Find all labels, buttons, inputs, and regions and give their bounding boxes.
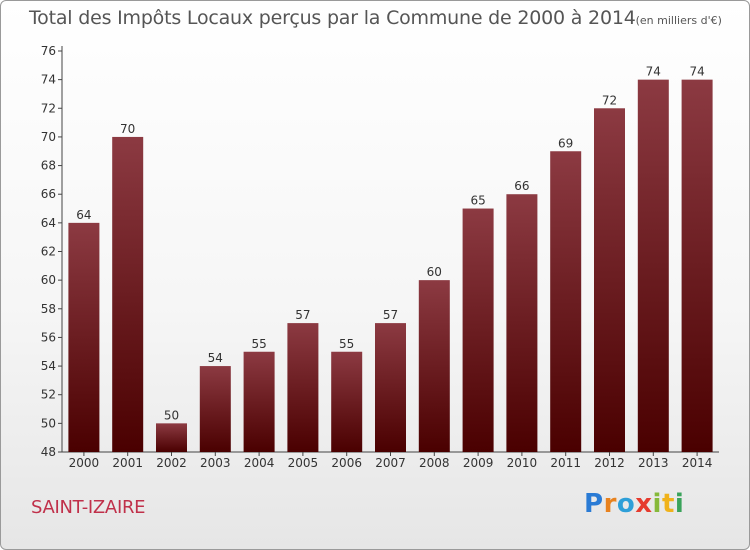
x-tick-label: 2011 [550, 456, 581, 470]
y-tick-label: 58 [41, 302, 56, 316]
y-tick-label: 68 [41, 159, 56, 173]
proxiti-logo[interactable]: Proxiti [584, 489, 684, 519]
x-tick-label: 2007 [375, 456, 406, 470]
y-tick-label: 66 [41, 187, 56, 201]
bar-value-label: 50 [164, 408, 179, 422]
y-tick-label: 62 [41, 245, 56, 259]
bar-value-label: 55 [339, 337, 354, 351]
y-tick-label: 48 [41, 445, 56, 459]
x-tick-label: 2009 [463, 456, 494, 470]
bar-value-label: 55 [251, 337, 266, 351]
x-tick-label: 2010 [507, 456, 538, 470]
y-tick-label: 56 [41, 330, 56, 344]
bar-value-label: 60 [427, 265, 442, 279]
logo-letter-p: P [584, 489, 604, 519]
logo-letter-i-2: i [674, 489, 685, 519]
bar [243, 351, 275, 452]
bar-value-label: 72 [602, 93, 617, 107]
bar [375, 323, 406, 452]
y-tick-label: 64 [41, 216, 56, 230]
bar-value-label: 57 [295, 308, 310, 322]
bar-value-label: 65 [470, 194, 485, 208]
bar [331, 351, 363, 452]
y-tick-label: 72 [41, 101, 56, 115]
y-tick-label: 76 [41, 44, 56, 58]
logo-letter-o: o [616, 489, 636, 519]
bar-value-label: 74 [646, 65, 661, 79]
bar [681, 79, 713, 453]
bar [199, 366, 231, 452]
bar-value-label: 64 [76, 208, 91, 222]
bar-value-label: 54 [208, 351, 223, 365]
bar [68, 222, 100, 452]
y-tick-label: 54 [41, 359, 56, 373]
bar [418, 280, 450, 452]
logo-letter-i: i [652, 489, 662, 519]
bar [506, 194, 538, 452]
x-tick-label: 2005 [288, 456, 319, 470]
logo-letter-t: t [661, 489, 675, 519]
x-tick-label: 2002 [156, 456, 187, 470]
bar-value-label: 70 [120, 122, 135, 136]
bar [462, 208, 494, 452]
y-tick-label: 52 [41, 388, 56, 402]
bar [156, 423, 187, 452]
bar-value-label: 66 [514, 179, 529, 193]
y-tick-label: 60 [41, 273, 56, 287]
y-tick-label: 70 [41, 130, 56, 144]
chart-subtitle: (en milliers d'€) [635, 14, 722, 27]
x-tick-label: 2006 [331, 456, 362, 470]
x-tick-label: 2008 [419, 456, 450, 470]
y-tick-label: 74 [41, 73, 56, 87]
commune-name: SAINT-IZAIRE [31, 497, 146, 518]
bar [287, 323, 319, 452]
bar-value-label: 57 [383, 308, 398, 322]
logo-letter-r: r [603, 489, 617, 519]
chart-title-row: Total des Impôts Locaux perçus par la Co… [29, 7, 722, 29]
x-tick-label: 2014 [682, 456, 713, 470]
x-tick-label: 2001 [112, 456, 143, 470]
x-tick-label: 2000 [69, 456, 100, 470]
x-tick-label: 2013 [638, 456, 669, 470]
x-tick-label: 2004 [244, 456, 275, 470]
bar-value-label: 74 [689, 65, 704, 79]
bar-value-label: 69 [558, 136, 573, 150]
bar [594, 108, 625, 453]
bar [112, 136, 144, 452]
x-tick-label: 2012 [594, 456, 625, 470]
y-tick-label: 50 [41, 416, 56, 430]
bar [637, 79, 669, 453]
bar [550, 151, 582, 452]
x-tick-label: 2003 [200, 456, 231, 470]
logo-letter-x: x [635, 489, 653, 519]
chart-title: Total des Impôts Locaux perçus par la Co… [29, 7, 636, 29]
